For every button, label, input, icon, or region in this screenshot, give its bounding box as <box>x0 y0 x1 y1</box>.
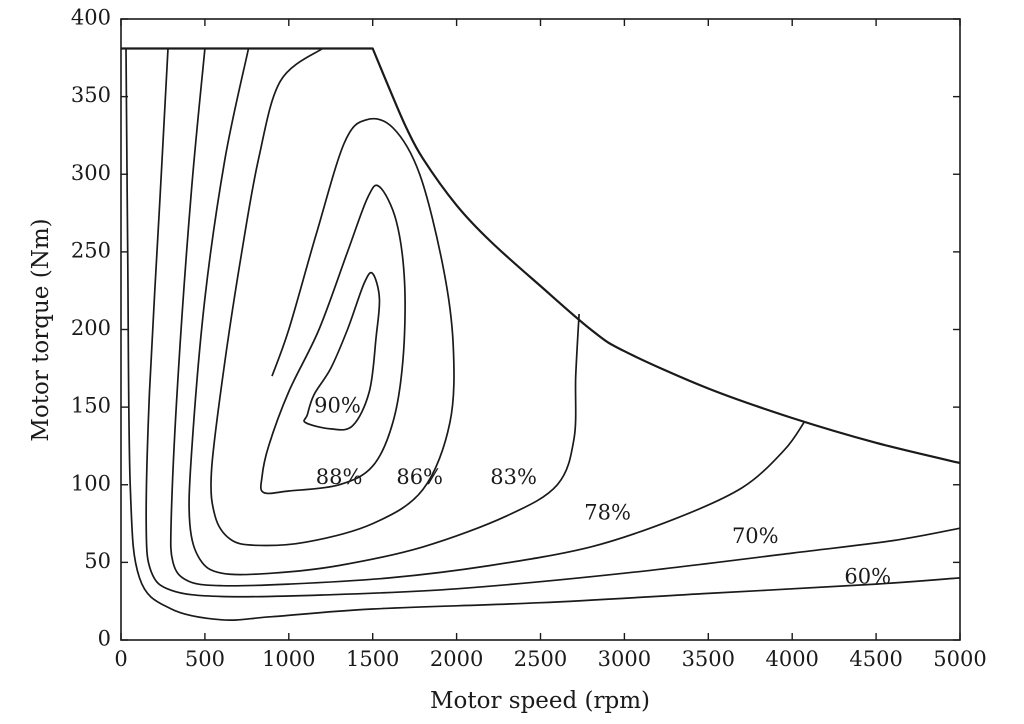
contour-line-88pct <box>259 184 406 495</box>
axes-layer: 0 500 1000 1500 2000 2500 3000 3500 4000 4500 5000… <box>71 6 987 672</box>
contour-label-90pct: 90% <box>314 394 361 418</box>
x-tick-label: 2500 <box>514 647 567 671</box>
x-tick-label: 4000 <box>765 647 818 671</box>
x-tick-label: 4500 <box>849 647 902 671</box>
y-tick-label: 0 <box>98 627 111 651</box>
y-tick-label: 150 <box>71 394 111 418</box>
contour-label-70pct: 70% <box>732 524 779 548</box>
x-tick-label: 1500 <box>346 647 399 671</box>
x-tick-label: 3500 <box>682 647 735 671</box>
contour-label-86pct: 86% <box>396 465 443 489</box>
y-tick-label: 100 <box>71 471 111 495</box>
x-tick-label: 1000 <box>262 647 315 671</box>
x-tick-label: 3000 <box>598 647 651 671</box>
y-tick-label: 400 <box>71 6 111 30</box>
x-tick-label: 2000 <box>430 647 483 671</box>
contour-layer <box>125 47 961 621</box>
y-tick-label: 200 <box>71 316 111 340</box>
y-tick-label: 50 <box>84 549 111 573</box>
x-tick-label: 0 <box>114 647 127 671</box>
contour-label-78pct: 78% <box>584 501 631 525</box>
contour-label-88pct: 88% <box>316 465 363 489</box>
y-tick-label: 250 <box>71 238 111 262</box>
y-tick-label: 300 <box>71 161 111 185</box>
contour-label-83pct: 83% <box>490 465 537 489</box>
contour-label-layer: 90% 88% 86% 83% 78% 70% 60% <box>314 394 891 589</box>
y-axis-label: Motor torque (Nm) <box>28 218 54 441</box>
contour-line-78pct <box>169 48 805 587</box>
y-tick-label: 350 <box>71 83 111 107</box>
contour-label-60pct: 60% <box>844 564 891 588</box>
x-tick-label: 5000 <box>933 647 986 671</box>
x-tick-label: 500 <box>185 647 225 671</box>
contour-line-70pct <box>145 48 961 598</box>
contour-line-86pct <box>210 47 455 547</box>
contour-line-90pct <box>303 271 381 431</box>
contour-line-60pct <box>125 48 961 621</box>
max-torque-envelope <box>121 47 961 465</box>
x-axis-label: Motor speed (rpm) <box>430 688 650 714</box>
contour-line-83pct <box>188 48 580 576</box>
